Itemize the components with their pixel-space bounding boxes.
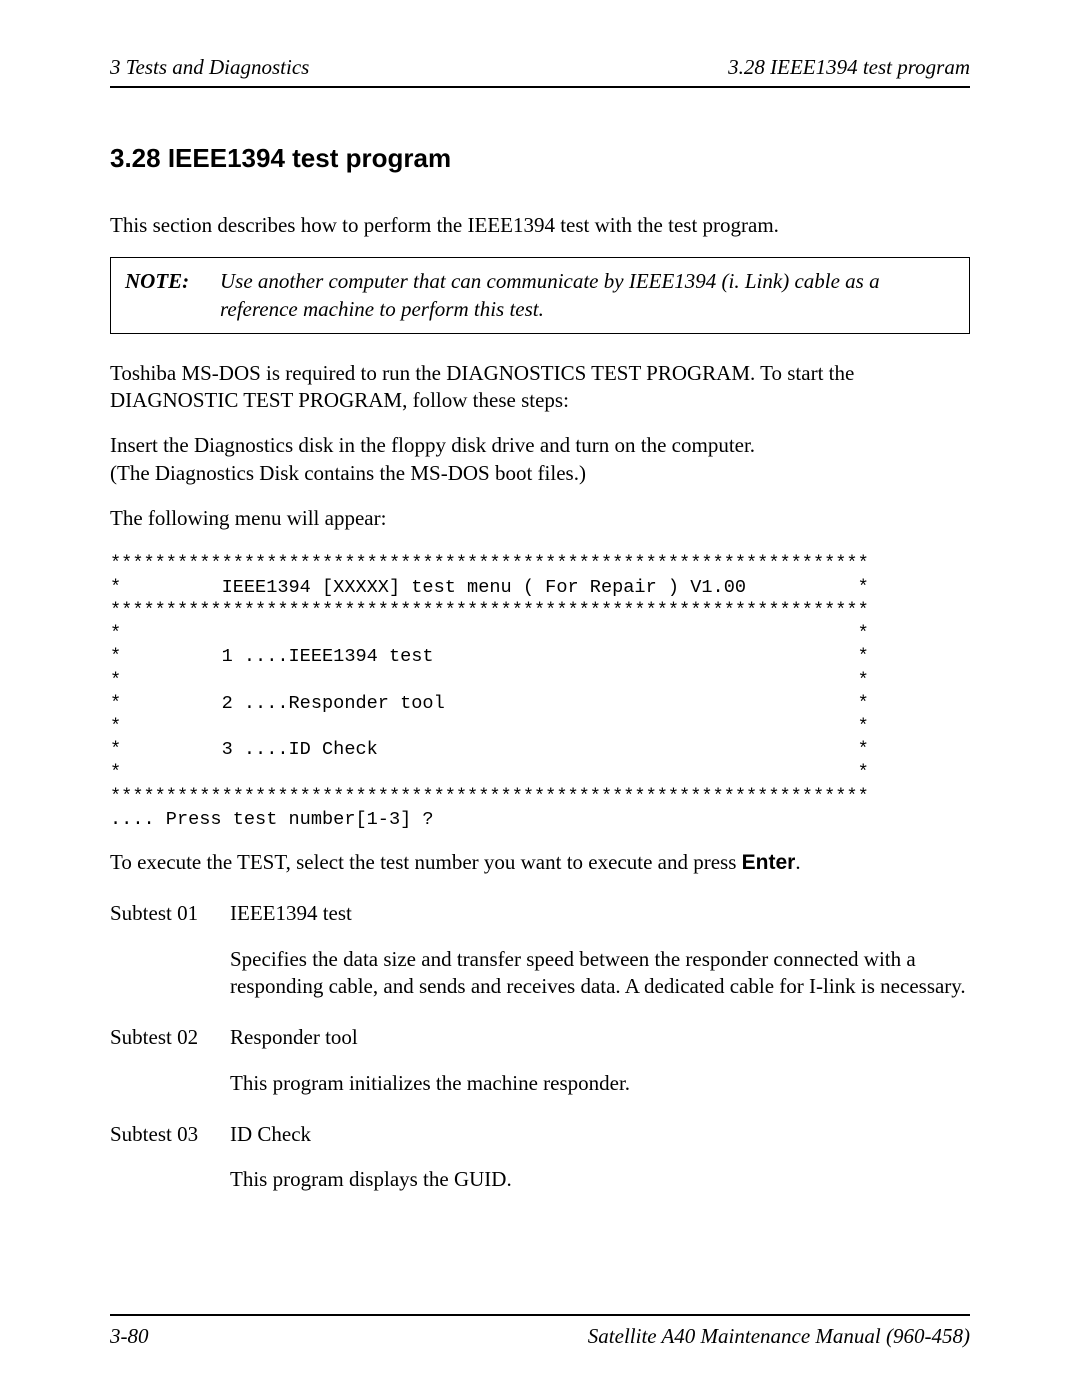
required-paragraph: Toshiba MS-DOS is required to run the DI… <box>110 360 970 415</box>
header-left: 3 Tests and Diagnostics <box>110 55 309 80</box>
menu-intro-paragraph: The following menu will appear: <box>110 505 970 532</box>
subtest-label: Subtest 02 <box>110 1024 230 1051</box>
subtest-description: Specifies the data size and transfer spe… <box>230 946 970 1001</box>
note-box: NOTE: Use another computer that can comm… <box>110 257 970 334</box>
subtest-title: IEEE1394 test <box>230 900 970 927</box>
intro-paragraph: This section describes how to perform th… <box>110 212 970 239</box>
subtest-description: This program initializes the machine res… <box>230 1070 970 1097</box>
note-label: NOTE: <box>125 268 220 323</box>
section-heading: 3.28 IEEE1394 test program <box>110 143 970 174</box>
subtest-label: Subtest 03 <box>110 1121 230 1148</box>
execute-post: . <box>795 850 800 874</box>
page: 3 Tests and Diagnostics 3.28 IEEE1394 te… <box>0 0 1080 1397</box>
subtest-title: ID Check <box>230 1121 970 1148</box>
page-header: 3 Tests and Diagnostics 3.28 IEEE1394 te… <box>110 55 970 88</box>
execute-pre: To execute the TEST, select the test num… <box>110 850 742 874</box>
footer-left: 3-80 <box>110 1324 149 1349</box>
subtest-01: Subtest 01 IEEE1394 test Specifies the d… <box>110 900 970 1000</box>
enter-key-label: Enter <box>742 851 796 874</box>
subtest-row: Subtest 03 ID Check <box>110 1121 970 1148</box>
insert-paragraph-1: Insert the Diagnostics disk in the flopp… <box>110 432 970 459</box>
subtest-row: Subtest 02 Responder tool <box>110 1024 970 1051</box>
subtest-title: Responder tool <box>230 1024 970 1051</box>
page-footer: 3-80 Satellite A40 Maintenance Manual (9… <box>110 1314 970 1349</box>
subtest-row: Subtest 01 IEEE1394 test <box>110 900 970 927</box>
execute-paragraph: To execute the TEST, select the test num… <box>110 849 970 876</box>
subtest-description: This program displays the GUID. <box>230 1166 970 1193</box>
subtest-03: Subtest 03 ID Check This program display… <box>110 1121 970 1194</box>
insert-paragraph-2: (The Diagnostics Disk contains the MS-DO… <box>110 460 970 487</box>
subtest-02: Subtest 02 Responder tool This program i… <box>110 1024 970 1097</box>
menu-screen: ****************************************… <box>110 552 970 831</box>
subtest-label: Subtest 01 <box>110 900 230 927</box>
note-body: Use another computer that can communicat… <box>220 268 955 323</box>
footer-right: Satellite A40 Maintenance Manual (960-45… <box>588 1324 970 1349</box>
header-right: 3.28 IEEE1394 test program <box>728 55 970 80</box>
